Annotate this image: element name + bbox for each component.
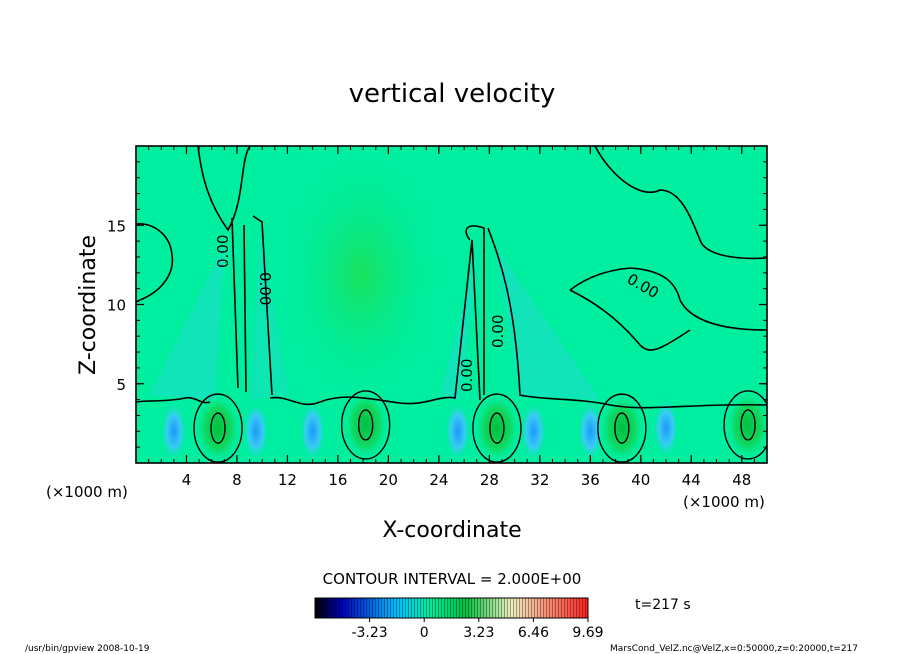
contour-label: 0.00 [256,272,274,305]
updraft-core [726,390,767,459]
x-tick-label: 4 [182,471,192,489]
downdraft-wedge-left [150,245,225,400]
x-tick-label: 8 [232,471,242,489]
core-zero-contour [723,390,767,460]
downdraft-core [299,401,326,462]
y-tick-label: 10 [107,297,126,315]
zero-contour [231,217,247,393]
zero-contour [487,227,767,409]
zero-contour [197,146,251,232]
zero-contour [569,267,767,331]
zero-contour [136,223,174,303]
contour-label: 0.00 [214,235,232,268]
x-tick-label: 24 [429,471,448,489]
x-unit-label-right: (×1000 m) [683,493,765,511]
x-unit-label-left: (×1000 m) [46,483,128,501]
updraft-core [343,390,388,459]
updraft-core [474,394,519,463]
x-tick-label: 28 [480,471,499,489]
contour-interval-text: CONTOUR INTERVAL = 2.000E+00 [323,570,582,588]
x-tick-label: 32 [530,471,549,489]
core-inner-contour [210,412,226,444]
time-label: t=217 s [635,597,691,613]
y-tick-label: 15 [107,217,126,235]
downdraft-wedge-mid-right [440,240,480,400]
colorbar-tick-label: 6.46 [518,625,549,641]
footer-left: /usr/bin/gpview 2008-10-19 [25,644,150,654]
x-tick-label: 12 [278,471,297,489]
core-inner-contour [357,409,374,441]
zero-contour [465,225,485,395]
updraft-core [599,394,644,463]
colorbar-tick-label: 3.23 [463,625,494,641]
contour-label: 0.00 [458,359,476,392]
core-inner-contour [740,409,756,441]
y-axis-label: Z-coordinate [76,235,101,375]
updraft-core [196,394,241,463]
colorbar-tick-label: 9.69 [572,625,603,641]
x-tick-label: 44 [682,471,701,489]
core-zero-contour [193,393,243,463]
footer-right: MarsCond_VelZ.nc@VelZ,x=0:50000,z=0:2000… [610,644,858,654]
zero-contour [269,239,481,406]
colorbar-tick-label: -3.23 [351,625,387,641]
core-inner-contour [614,412,630,444]
downdraft-core [577,401,604,462]
chart-title: vertical velocity [349,79,556,109]
zero-contour [569,289,691,351]
colorbar-stripes [315,598,588,618]
x-tick-label: 16 [328,471,347,489]
core-zero-contour [472,393,522,463]
downdraft-core [520,401,547,462]
x-tick-label: 40 [631,471,650,489]
x-tick-label: 48 [732,471,751,489]
zero-contour [252,215,273,396]
x-tick-label: 36 [581,471,600,489]
downdraft-core [160,401,187,462]
downdraft-core [444,401,471,462]
downdraft-wedge-mid-left [250,230,290,400]
downdraft-wedge-right [495,245,600,400]
downdraft-core [653,398,680,459]
downdraft-core [242,401,269,462]
core-zero-contour [340,390,391,460]
x-axis-label: X-coordinate [382,518,521,543]
contour-label: 0.00 [489,315,507,348]
upper-updraft-region [282,150,442,400]
core-inner-contour [489,412,505,444]
y-tick-label: 5 [116,376,126,394]
core-zero-contour [597,393,647,463]
zero-contour [594,146,767,260]
x-tick-label: 20 [379,471,398,489]
plot-area [136,146,767,463]
colorbar-tick-label: 0 [420,625,429,641]
